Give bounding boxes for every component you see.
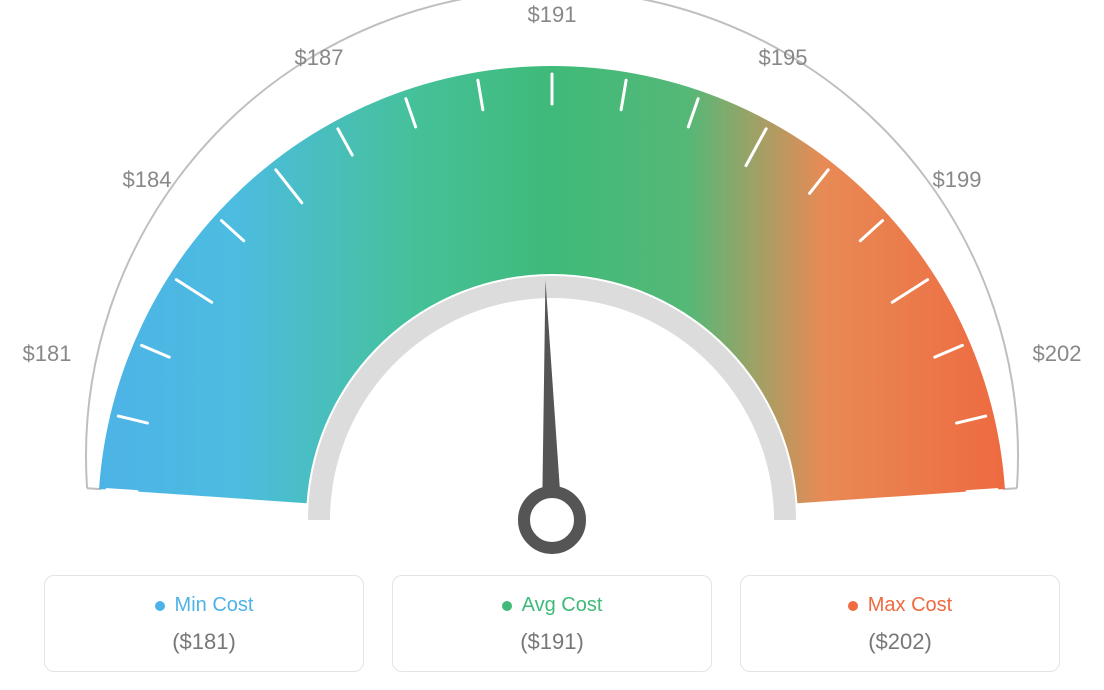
legend-card-avg: Avg Cost ($191) (392, 575, 712, 672)
gauge-tick-label: $184 (123, 167, 172, 193)
legend-value-min: ($181) (55, 629, 353, 655)
legend-value-avg: ($191) (403, 629, 701, 655)
legend-label-min: Min Cost (175, 594, 254, 617)
legend-value-max: ($202) (751, 629, 1049, 655)
gauge-tick-label: $181 (23, 341, 72, 367)
legend-row: Min Cost ($181) Avg Cost ($191) Max Cost… (0, 575, 1104, 672)
legend-title-max: Max Cost (848, 594, 952, 617)
legend-title-avg: Avg Cost (502, 594, 603, 617)
legend-card-min: Min Cost ($181) (44, 575, 364, 672)
legend-dot-max (848, 601, 858, 611)
gauge-tick-label: $202 (1033, 341, 1082, 367)
legend-title-min: Min Cost (155, 594, 254, 617)
legend-dot-min (155, 601, 165, 611)
legend-label-max: Max Cost (868, 594, 952, 617)
gauge-svg (0, 0, 1104, 560)
legend-card-max: Max Cost ($202) (740, 575, 1060, 672)
gauge-tick-label: $187 (295, 45, 344, 71)
gauge-tick-label: $199 (933, 167, 982, 193)
gauge-tick-label: $191 (528, 2, 577, 28)
gauge-chart: $181 $184 $187 $191 $195 $199 $202 (0, 0, 1104, 560)
gauge-tick-label: $195 (759, 45, 808, 71)
legend-label-avg: Avg Cost (522, 594, 603, 617)
legend-dot-avg (502, 601, 512, 611)
